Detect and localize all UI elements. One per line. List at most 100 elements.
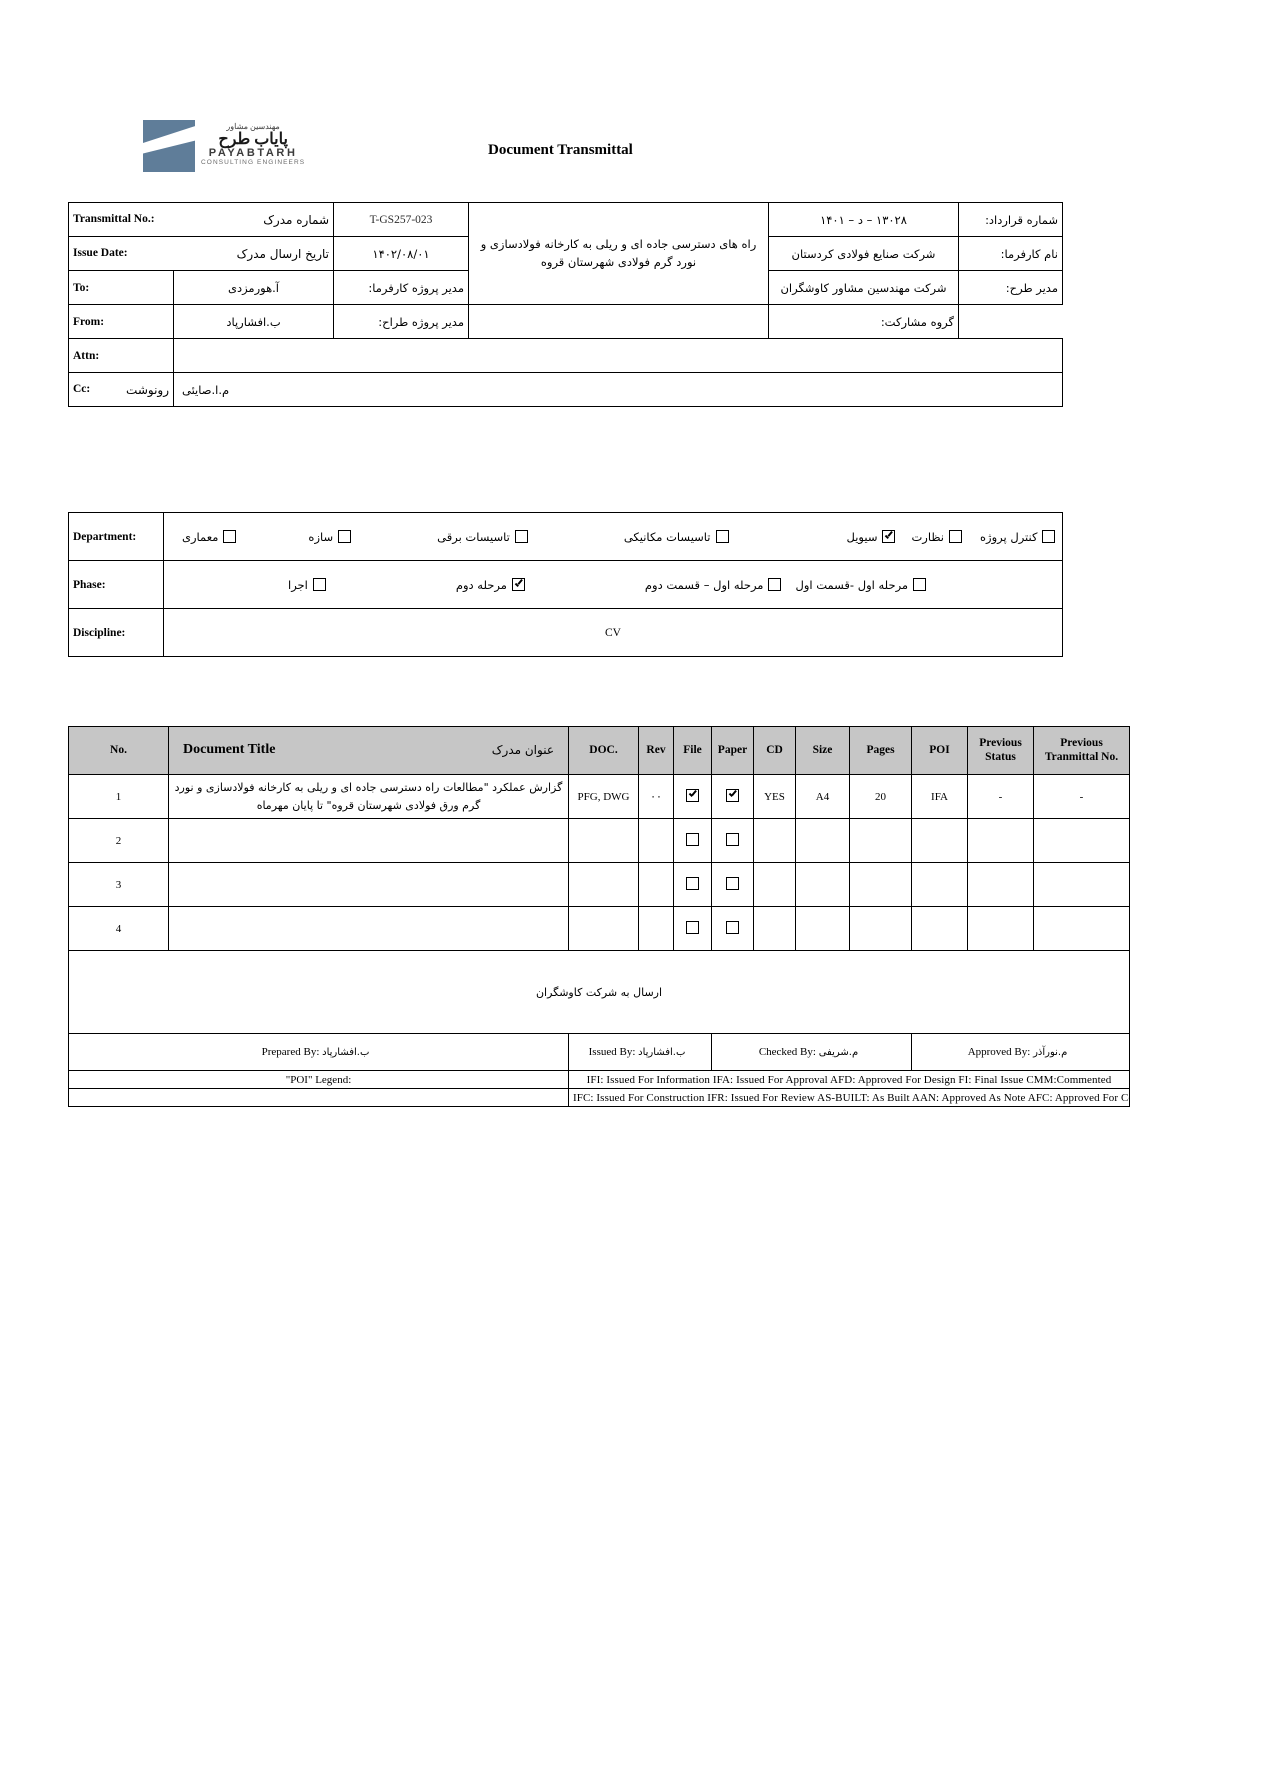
checkbox-label: نظارت [911, 529, 945, 544]
checkbox-icon[interactable] [223, 530, 237, 543]
checkbox-option[interactable]: مرحله اول – قسمت دوم [645, 578, 782, 592]
table-row: 1 گزارش عملکرد "مطالعات راه دسترسی جاده ا… [68, 774, 1130, 819]
table-row-legend-1: "POI" Legend: IFI: Issued For Informatio… [68, 1070, 1130, 1089]
table-row-note: ارسال به شرکت کاوشگران [68, 950, 1130, 1034]
checkbox-icon[interactable] [686, 832, 699, 846]
logo-en-small: CONSULTING ENGINEERS [201, 158, 306, 166]
logo-wordmark: مهندسین مشاور پایاب طرح PAYABTARH CONSUL… [201, 122, 306, 169]
checkbox-icon[interactable] [686, 876, 699, 890]
from-role-label: مدیر پروژه طراح: [333, 304, 469, 339]
joint-venture-value [468, 304, 769, 339]
checkbox-label: سازه [308, 529, 334, 544]
checkbox-option[interactable]: معماری [182, 529, 237, 544]
cell-doc [568, 862, 639, 907]
cell-doc [568, 906, 639, 951]
contract-no-label: شماره قرارداد: [958, 202, 1063, 237]
checkbox-option[interactable]: مرحله دوم [456, 578, 525, 592]
transmittal-no-label-fa: شماره مدرک [263, 212, 329, 227]
to-value: آ.هورمزدی [173, 270, 334, 305]
joint-venture-label: گروه مشارکت: [768, 304, 959, 339]
checkbox-option[interactable]: کنترل پروژه [980, 530, 1056, 544]
checkbox-icon[interactable] [768, 578, 782, 591]
checkbox-checked-icon[interactable] [882, 530, 896, 543]
checkbox-icon[interactable] [715, 530, 729, 543]
cell-cd [753, 906, 796, 951]
header-size: Size [795, 726, 850, 775]
checkbox-icon[interactable] [686, 920, 699, 934]
from-label: From: [68, 304, 174, 339]
checked-by-cell: Checked By: م.شریفی [711, 1033, 912, 1071]
checkbox-icon[interactable] [1042, 530, 1056, 543]
cell-previous-status: - [967, 774, 1034, 819]
checkbox-option[interactable]: مرحله اول -قسمت اول [795, 578, 927, 592]
cell-file[interactable] [673, 862, 712, 907]
header-no: No. [68, 726, 169, 775]
cell-paper[interactable] [711, 774, 754, 819]
cell-paper[interactable] [711, 862, 754, 907]
department-options: معماری سازه تاسیسات برقی تاسیسات مکانیکی سیو… [163, 512, 1063, 561]
cell-doc: PFG, DWG [568, 774, 639, 819]
logo-fa-big: پایاب طرح [218, 130, 288, 148]
poi-legend-line-2: IFC: Issued For Construction IFR: Issued… [568, 1088, 1130, 1107]
checkbox-checked-icon[interactable] [726, 788, 739, 802]
document-header: مهندسین مشاور پایاب طرح PAYABTARH CONSUL… [68, 120, 1062, 195]
employer-value: شرکت صنایع فولادی کردستان [768, 236, 959, 271]
checkbox-icon[interactable] [338, 530, 352, 543]
header-document-title-fa: عنوان مدرک [491, 742, 554, 757]
checkbox-icon[interactable] [726, 832, 739, 846]
cell-no: 1 [68, 774, 169, 819]
checkbox-icon[interactable] [949, 530, 963, 543]
checkbox-icon[interactable] [726, 876, 739, 890]
cell-document-title [168, 818, 569, 863]
cell-no: 2 [68, 818, 169, 863]
checkbox-option[interactable]: نظارت [911, 529, 963, 544]
checked-by-label: Checked By: [758, 1046, 816, 1058]
department-label: Department: [68, 512, 164, 561]
poi-legend-line-1: IFI: Issued For Information IFA: Issued … [568, 1070, 1130, 1089]
company-logo: مهندسین مشاور پایاب طرح PAYABTARH CONSUL… [143, 120, 305, 172]
checkbox-label: معماری [182, 529, 219, 544]
project-manager-label: مدیر طرح: [958, 270, 1063, 305]
issue-date-label-fa: تاریخ ارسال مدرک [236, 246, 329, 261]
checkbox-option[interactable]: تاسیسات مکانیکی [624, 530, 729, 544]
cell-doc [568, 818, 639, 863]
cell-document-title [168, 906, 569, 951]
header-previous-transmittal-l2: Tranmittal No. [1044, 750, 1119, 763]
checkbox-checked-icon[interactable] [511, 578, 525, 591]
checkbox-option[interactable]: سیویل [847, 530, 896, 544]
classification-table: Department: معماری سازه تاسیسات برقی تاسیسا… [68, 512, 1063, 657]
cell-rev [638, 862, 674, 907]
header-doc: DOC. [568, 726, 639, 775]
checkbox-icon[interactable] [726, 920, 739, 934]
cell-pages [849, 818, 912, 863]
header-document-title-en: Document Title [183, 742, 276, 758]
cell-file[interactable] [673, 818, 712, 863]
cell-cd [753, 862, 796, 907]
table-row-signatures: Prepared By: ب.افشارپاد Issued By: ب.افش… [68, 1033, 1130, 1071]
project-title-value: راه های دسترسی جاده ای و ریلی به کارخانه… [468, 202, 769, 305]
checkbox-checked-icon[interactable] [686, 788, 699, 802]
checkbox-icon[interactable] [913, 578, 927, 591]
checkbox-icon[interactable] [514, 530, 528, 543]
checkbox-label: مرحله اول – قسمت دوم [644, 577, 764, 592]
cell-poi: IFA [911, 774, 968, 819]
header-document-title: Document Title عنوان مدرک [168, 726, 569, 775]
cell-paper[interactable] [711, 818, 754, 863]
checkbox-option[interactable]: اجرا [288, 578, 326, 592]
cc-label: Cc: رونوشت [68, 372, 174, 407]
department-checkbox-row: معماری سازه تاسیسات برقی تاسیسات مکانیکی سیو… [168, 514, 1058, 560]
approved-by-value: م.نورآذر [1033, 1047, 1068, 1058]
checkbox-option[interactable]: تاسیسات برقی [437, 530, 528, 544]
cell-file[interactable] [673, 906, 712, 951]
poi-legend-label: "POI" Legend: [68, 1070, 569, 1089]
cell-size: A4 [795, 774, 850, 819]
cell-size [795, 818, 850, 863]
cell-paper[interactable] [711, 906, 754, 951]
header-previous-status-l2: Status [985, 750, 1016, 763]
table-row-discipline: Discipline: CV [68, 608, 1063, 657]
to-label: To: [68, 270, 174, 305]
checkbox-option[interactable]: سازه [308, 529, 352, 544]
checkbox-label: تاسیسات برقی [437, 529, 510, 544]
cell-file[interactable] [673, 774, 712, 819]
checkbox-icon[interactable] [312, 578, 326, 591]
